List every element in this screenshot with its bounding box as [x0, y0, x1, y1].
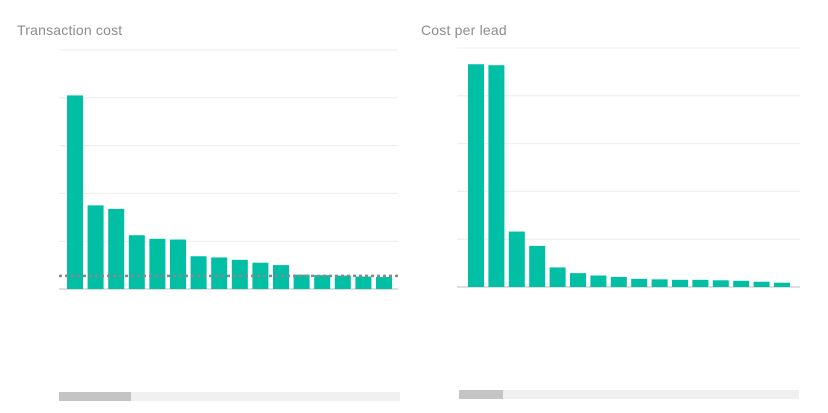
chart-title: Cost per lead	[421, 22, 507, 38]
bar[interactable]	[590, 275, 607, 287]
cost-per-lead-panel: Cost per lead	[414, 0, 828, 413]
bar[interactable]	[211, 257, 228, 289]
bar[interactable]	[314, 275, 331, 289]
bar[interactable]	[529, 245, 546, 287]
chart-scrollbar-track[interactable]	[459, 390, 799, 399]
bar[interactable]	[692, 279, 709, 287]
chart-title: Transaction cost	[17, 22, 123, 38]
chart-scrollbar-thumb[interactable]	[59, 392, 131, 401]
bar[interactable]	[753, 281, 770, 287]
bar[interactable]	[631, 278, 648, 287]
bar[interactable]	[293, 274, 310, 289]
bar[interactable]	[468, 64, 484, 287]
bar[interactable]	[733, 280, 750, 287]
bar[interactable]	[672, 279, 688, 287]
bar[interactable]	[488, 65, 505, 287]
bar[interactable]	[334, 275, 351, 289]
bar[interactable]	[231, 259, 248, 289]
transaction-cost-panel: Transaction cost	[17, 22, 400, 401]
bar[interactable]	[549, 267, 566, 287]
bar[interactable]	[376, 277, 392, 289]
bar[interactable]	[508, 231, 525, 287]
bar[interactable]	[610, 276, 627, 287]
bar[interactable]	[87, 205, 104, 289]
bar[interactable]	[170, 239, 186, 289]
bar[interactable]	[651, 279, 668, 287]
bar[interactable]	[712, 280, 729, 287]
chart-scrollbar-thumb[interactable]	[459, 390, 504, 399]
bar[interactable]	[355, 276, 372, 289]
transaction-cost-chart	[59, 49, 398, 290]
bar[interactable]	[108, 208, 125, 289]
bar[interactable]	[774, 282, 790, 287]
bar[interactable]	[570, 273, 586, 287]
bar[interactable]	[190, 256, 207, 289]
bar[interactable]	[252, 262, 269, 289]
bar[interactable]	[128, 235, 145, 289]
chart-scrollbar-track[interactable]	[59, 392, 400, 401]
bar[interactable]	[67, 95, 83, 289]
cost-per-lead-chart	[457, 47, 800, 288]
bar[interactable]	[149, 238, 166, 289]
